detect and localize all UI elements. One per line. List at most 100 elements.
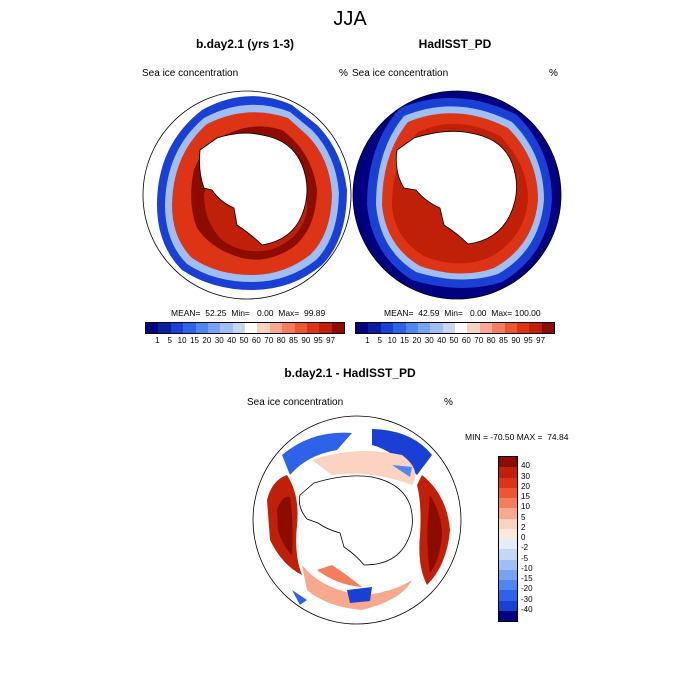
- colorbar-1-swatch: [170, 323, 184, 333]
- colorbar-2-swatch: [442, 323, 455, 333]
- colorbar-difference-tick-label: 30: [521, 471, 530, 481]
- colorbar-1-tick-label: 90: [301, 336, 311, 345]
- colorbar-2-swatch: [455, 323, 468, 333]
- colorbar-difference: [498, 456, 518, 622]
- colorbar-1-swatch: [282, 323, 295, 333]
- colorbar-difference-tick-label: 5: [521, 512, 526, 522]
- colorbar-2-tick-label: 95: [523, 336, 533, 345]
- colorbar-2-swatch: [380, 323, 394, 333]
- colorbar-1-swatch: [257, 323, 270, 333]
- colorbar-difference-tick-label: -5: [521, 553, 529, 563]
- colorbar-difference-swatch: [499, 539, 517, 550]
- colorbar-1-tick-label: 85: [289, 336, 298, 345]
- colorbar-1-tick-label: 15: [190, 336, 199, 345]
- colorbar-difference-swatch: [499, 528, 517, 539]
- colorbar-difference-tick-label: -20: [521, 584, 533, 594]
- colorbar-difference-swatch: [499, 590, 517, 601]
- colorbar-1-swatch: [195, 323, 208, 333]
- panel-2-units-label: %: [549, 68, 558, 79]
- colorbar-2-swatch: [479, 323, 493, 333]
- colorbar-1-swatch: [306, 323, 320, 333]
- colorbar-2-swatch: [368, 323, 381, 333]
- colorbar-2-swatch: [504, 323, 517, 333]
- colorbar-difference-swatch: [499, 559, 517, 570]
- colorbar-1-tick-label: 10: [177, 336, 187, 345]
- colorbar-2-tick-label: 50: [449, 336, 459, 345]
- colorbar-1-tick-label: 40: [227, 336, 237, 345]
- colorbar-2-swatch: [467, 323, 480, 333]
- colorbar-2-tick-label: 97: [536, 336, 546, 345]
- colorbar-difference-tick-label: -30: [521, 594, 533, 604]
- map-panel-2: [352, 90, 562, 300]
- colorbar-1-tick-label: 60: [251, 336, 261, 345]
- colorbar-2-tick-label: 70: [474, 336, 484, 345]
- colorbar-difference-swatch: [499, 518, 517, 529]
- colorbar-difference-swatch: [499, 580, 517, 591]
- colorbar-2-tick-label: 60: [461, 336, 471, 345]
- colorbar-difference-tick-label: -40: [521, 604, 533, 614]
- colorbar-1-tick-label: 5: [167, 336, 172, 345]
- panel-3-stats: MIN = -70.50 MAX = 74.84: [465, 432, 569, 442]
- colorbar-1-swatch: [158, 323, 171, 333]
- colorbar-difference-tick-label: -2: [521, 543, 529, 553]
- colorbar-1-tick-label: 30: [214, 336, 224, 345]
- colorbar-difference-tick-label: -15: [521, 574, 533, 583]
- colorbar-1-tick-label: 97: [326, 336, 336, 345]
- panel-2-stats: MEAN= 42.59 Min= 0.00 Max= 100.00: [384, 308, 541, 318]
- colorbar-2-swatch: [516, 323, 530, 333]
- colorbar-2-tick-label: 85: [499, 336, 508, 345]
- panel-1-stats: MEAN= 52.25 Min= 0.00 Max= 99.89: [171, 308, 326, 318]
- colorbar-2-tick-label: 1: [365, 336, 370, 345]
- colorbar-2-tick-label: 30: [424, 336, 434, 345]
- colorbar-1-tick-label: 50: [239, 336, 249, 345]
- colorbar-1-swatch: [319, 323, 332, 333]
- colorbar-1-swatch: [232, 323, 245, 333]
- colorbar-difference-tick-label: -10: [521, 563, 533, 573]
- colorbar-difference-swatch: [499, 487, 517, 498]
- colorbar-difference-tick-label: 20: [521, 481, 530, 491]
- colorbar-difference-tick-label: 0: [521, 533, 526, 542]
- colorbar-2-swatch: [356, 323, 369, 333]
- colorbar-2-swatch: [492, 323, 505, 333]
- colorbar-difference-swatch: [499, 549, 517, 560]
- colorbar-difference-swatch: [499, 508, 517, 519]
- colorbar-2-tick-label: 15: [400, 336, 409, 345]
- colorbar-difference-tick-label: 2: [521, 522, 526, 532]
- colorbar-difference-swatch: [499, 610, 517, 621]
- colorbar-1-swatch: [269, 323, 283, 333]
- colorbar-1-tick-label: 70: [264, 336, 274, 345]
- panel-1-title: b.day2.1 (yrs 1-3): [195, 37, 295, 51]
- colorbar-2-swatch: [393, 323, 406, 333]
- colorbar-difference-swatch: [499, 600, 517, 611]
- panel-3-variable-label: Sea ice concentration: [247, 397, 344, 408]
- colorbar-2-swatch: [541, 323, 554, 333]
- colorbar-2-tick-label: 5: [377, 336, 382, 345]
- colorbar-2-tick-label: 90: [511, 336, 521, 345]
- colorbar-1-tick-label: 1: [155, 336, 160, 345]
- colorbar-1-swatch: [183, 323, 196, 333]
- colorbar-1-swatch: [245, 323, 258, 333]
- antarctica-outline-2: [395, 130, 517, 245]
- antarctica-outline-1: [199, 132, 308, 246]
- colorbar-2-tick-label: 40: [437, 336, 447, 345]
- map-panel-1: [142, 90, 352, 300]
- colorbar-1-tick-label: 95: [313, 336, 323, 345]
- colorbar-1-swatch: [207, 323, 221, 333]
- colorbar-difference-tick-label: 10: [521, 502, 530, 512]
- panel-3-title: b.day2.1 - HadISST_PD: [284, 366, 416, 380]
- panel-3-units-label: %: [444, 397, 453, 408]
- colorbar-1-swatch: [220, 323, 233, 333]
- colorbar-2-swatch: [529, 323, 542, 333]
- colorbar-difference-swatch: [499, 569, 517, 580]
- colorbar-2-swatch: [430, 323, 443, 333]
- colorbar-1-tick-label: 20: [202, 336, 212, 345]
- colorbar-difference-swatch: [499, 467, 517, 478]
- figure-title: JJA: [333, 8, 367, 30]
- colorbar-2-swatch: [405, 323, 418, 333]
- colorbar-1-swatch: [294, 323, 307, 333]
- colorbar-2-swatch: [417, 323, 431, 333]
- panel-2-variable-label: Sea ice concentration: [352, 68, 449, 79]
- colorbar-difference-tick-label: 40: [521, 461, 530, 471]
- colorbar-2-tick-label: 20: [412, 336, 422, 345]
- panel-2-title: HadISST_PD: [418, 37, 492, 51]
